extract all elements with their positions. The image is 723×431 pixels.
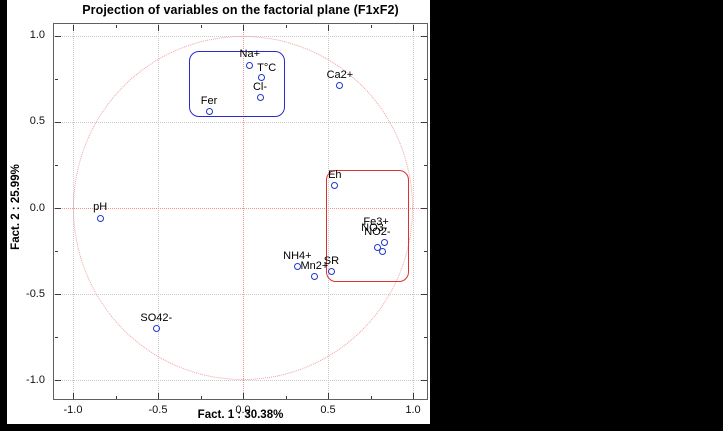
data-point-label: T°C — [257, 62, 277, 75]
y-tick-label: -1.0 — [26, 373, 45, 386]
data-point-label: Eh — [328, 168, 342, 181]
x-tick — [73, 24, 74, 31]
blue-group-box — [188, 51, 286, 117]
x-tick — [370, 24, 372, 28]
x-tick — [328, 24, 329, 31]
x-tick — [243, 24, 244, 31]
x-tick — [413, 392, 414, 399]
data-point-label: Cl- — [252, 80, 268, 93]
data-point-marker — [256, 94, 264, 102]
data-point-label: Ca2+ — [326, 68, 354, 81]
y-tick — [54, 251, 58, 253]
y-tick — [420, 380, 427, 382]
y-tick-label: -0.5 — [26, 287, 45, 300]
plot-frame — [53, 23, 428, 400]
data-point-marker — [96, 214, 104, 222]
y-tick — [54, 35, 61, 37]
x-tick-label: -1.0 — [63, 404, 83, 416]
data-point-label: NO3- — [361, 221, 388, 234]
data-point-label: Mn2+ — [300, 259, 329, 272]
x-tick — [285, 24, 287, 28]
x-tick — [158, 392, 159, 399]
data-point-marker — [246, 61, 254, 69]
y-tick — [54, 121, 61, 123]
data-point-label: NO2- — [364, 226, 391, 239]
y-tick — [54, 380, 61, 382]
y-tick — [54, 208, 61, 209]
data-point-label: SR — [323, 254, 340, 267]
data-point-marker — [378, 247, 386, 255]
x-tick — [413, 24, 414, 31]
plot-panel: Projection of variables on the factorial… — [7, 0, 430, 424]
data-point-marker — [293, 263, 301, 271]
y-tick — [423, 164, 427, 166]
y-tick — [420, 35, 427, 37]
y-tick — [54, 337, 58, 339]
x-tick — [115, 395, 117, 399]
y-tick-label: 0.5 — [29, 115, 45, 128]
y-tick — [54, 78, 58, 80]
correlation-circle — [73, 35, 413, 381]
x-tick — [200, 24, 202, 28]
y-axis-title: Fact. 2 : 25.99% — [10, 164, 22, 250]
data-point-label: pH — [93, 201, 108, 214]
x-tick-label: -0.5 — [148, 404, 168, 416]
y-tick — [420, 208, 427, 209]
y-tick-label: 1.0 — [29, 29, 45, 42]
y-tick — [54, 294, 61, 296]
data-point-label: SO42- — [140, 311, 173, 324]
x-tick-label: 0.0 — [235, 404, 251, 416]
y-tick — [420, 121, 427, 123]
x-tick — [370, 395, 372, 399]
y-tick — [420, 294, 427, 296]
x-tick — [243, 392, 244, 399]
gridline-y — [54, 380, 427, 382]
data-point-label: Fe3+ — [363, 216, 389, 229]
x-tick-label: 1.0 — [405, 404, 421, 416]
data-point-marker — [152, 325, 160, 333]
data-point-label: Fer — [200, 94, 218, 107]
chart-title: Projection of variables on the factorial… — [82, 3, 399, 17]
x-tick — [115, 24, 117, 28]
data-point-marker — [331, 182, 339, 190]
y-tick — [423, 251, 427, 253]
data-point-marker — [327, 268, 335, 276]
y-tick-label: 0.0 — [29, 201, 45, 214]
x-tick — [285, 395, 287, 399]
data-point-marker — [258, 73, 266, 81]
red-group-box — [326, 170, 409, 283]
gridline-x — [413, 24, 414, 399]
x-tick — [73, 392, 74, 399]
x-axis-title: Fact. 1 : 30.38% — [197, 409, 284, 421]
data-point-marker — [205, 108, 213, 116]
x-tick — [200, 395, 202, 399]
y-tick — [423, 337, 427, 339]
data-point-label: Na+ — [239, 48, 261, 61]
y-tick — [423, 78, 427, 80]
y-tick — [54, 164, 58, 166]
data-point-label: NH4+ — [283, 249, 312, 262]
data-point-marker — [336, 82, 344, 90]
x-tick — [328, 392, 329, 399]
data-point-marker — [310, 273, 318, 281]
x-tick — [158, 24, 159, 31]
x-tick-label: 0.5 — [320, 404, 336, 416]
data-point-marker — [380, 238, 388, 246]
